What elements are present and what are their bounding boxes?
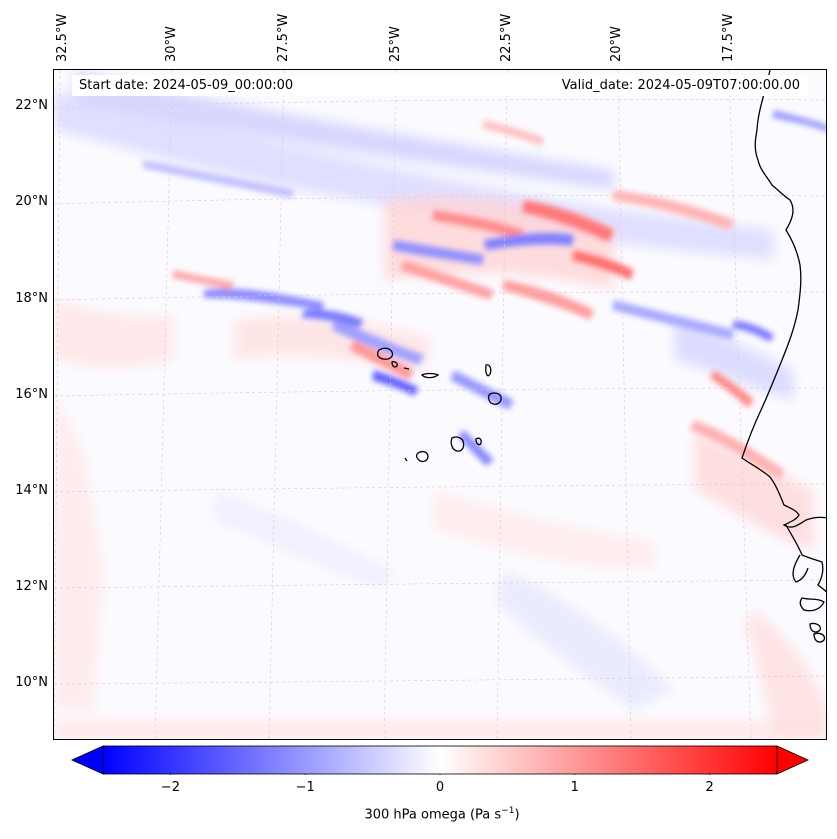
colorbar-tick-label: −2	[160, 780, 180, 795]
colorbar-min-extension	[71, 745, 104, 775]
lat-label-22n: 22°N	[15, 98, 48, 113]
colorbar-ticks	[170, 774, 710, 775]
omega-field-streaks	[142, 110, 826, 480]
lon-label-20w: 20°W	[609, 26, 624, 62]
lon-label-30w: 30°W	[164, 26, 179, 62]
lat-label-12n: 12°N	[15, 579, 48, 594]
lat-label-14n: 14°N	[15, 483, 48, 498]
colorbar-label: 300 hPa omega (Pa s−1)	[364, 806, 520, 823]
omega-field-background	[54, 70, 826, 739]
colorbar-max-extension	[776, 745, 809, 775]
colorbar-body	[102, 745, 778, 775]
colorbar	[71, 745, 809, 775]
colorbar-tick-label: −1	[295, 780, 315, 795]
lon-label-25w: 25°W	[388, 26, 403, 62]
africa-coastline	[741, 70, 826, 643]
lat-label-20n: 20°N	[15, 194, 48, 209]
start-date-label: Start date: 2024-05-09_00:00:00	[79, 78, 294, 93]
lon-label-27-5w: 27.5°W	[276, 13, 291, 62]
lat-label-10n: 10°N	[15, 675, 48, 690]
colorbar-tick-label: 1	[570, 780, 579, 795]
colorbar-tick-label: 0	[435, 780, 445, 795]
lon-label-22-5w: 22.5°W	[499, 13, 514, 62]
omega-field-map	[54, 70, 826, 739]
lon-label-32-5w: 32.5°W	[55, 13, 70, 62]
valid-date-label: Valid_date: 2024-05-09T07:00:00.00	[561, 78, 800, 93]
header-band	[72, 75, 808, 96]
lat-label-16n: 16°N	[15, 387, 48, 402]
lat-label-18n: 18°N	[15, 291, 48, 306]
cape-verde-islands	[376, 347, 502, 463]
colorbar-tick-label: 2	[705, 780, 714, 795]
lon-label-17-5w: 17.5°W	[721, 13, 736, 62]
graticule	[54, 70, 826, 739]
map-panel[interactable]	[53, 69, 827, 740]
